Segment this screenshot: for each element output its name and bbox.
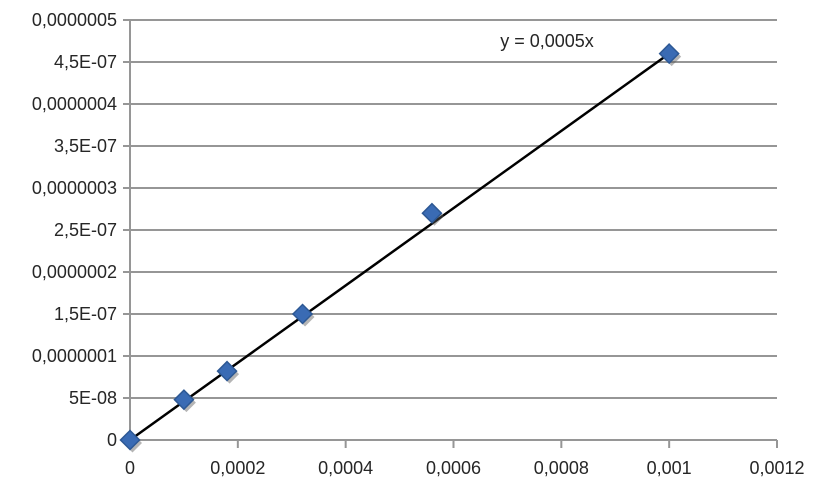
trendline bbox=[129, 52, 670, 442]
y-tick-label: 0,0000004 bbox=[32, 94, 117, 114]
data-point-marker bbox=[119, 429, 141, 451]
x-tick-label: 0,0012 bbox=[749, 458, 804, 478]
x-tick-label: 0,0008 bbox=[534, 458, 589, 478]
y-tick-label: 2,5E-07 bbox=[54, 220, 117, 240]
y-tick-label: 0,0000003 bbox=[32, 178, 117, 198]
x-tick-label: 0 bbox=[125, 458, 135, 478]
data-point-marker bbox=[421, 202, 443, 224]
data-point-marker bbox=[291, 303, 314, 325]
x-tick-label: 0,0004 bbox=[318, 458, 373, 478]
data-point-marker bbox=[658, 43, 680, 65]
y-tick-label: 0,0000005 bbox=[32, 10, 117, 30]
y-tick-label: 5E-08 bbox=[69, 388, 117, 408]
x-tick-label: 0,0002 bbox=[210, 458, 265, 478]
y-tick-label: 3,5E-07 bbox=[54, 136, 117, 156]
y-tick-label: 0 bbox=[107, 430, 117, 450]
y-tick-label: 1,5E-07 bbox=[54, 304, 117, 324]
x-tick-label: 0,0006 bbox=[426, 458, 481, 478]
data-point-marker bbox=[216, 360, 238, 382]
y-tick-label: 0,0000001 bbox=[32, 346, 117, 366]
data-point-marker bbox=[173, 389, 195, 411]
y-tick-label: 0,0000002 bbox=[32, 262, 117, 282]
y-tick-label: 4,5E-07 bbox=[54, 52, 117, 72]
x-tick-label: 0,001 bbox=[647, 458, 692, 478]
trendline-equation-label: y = 0,0005x bbox=[500, 31, 594, 51]
